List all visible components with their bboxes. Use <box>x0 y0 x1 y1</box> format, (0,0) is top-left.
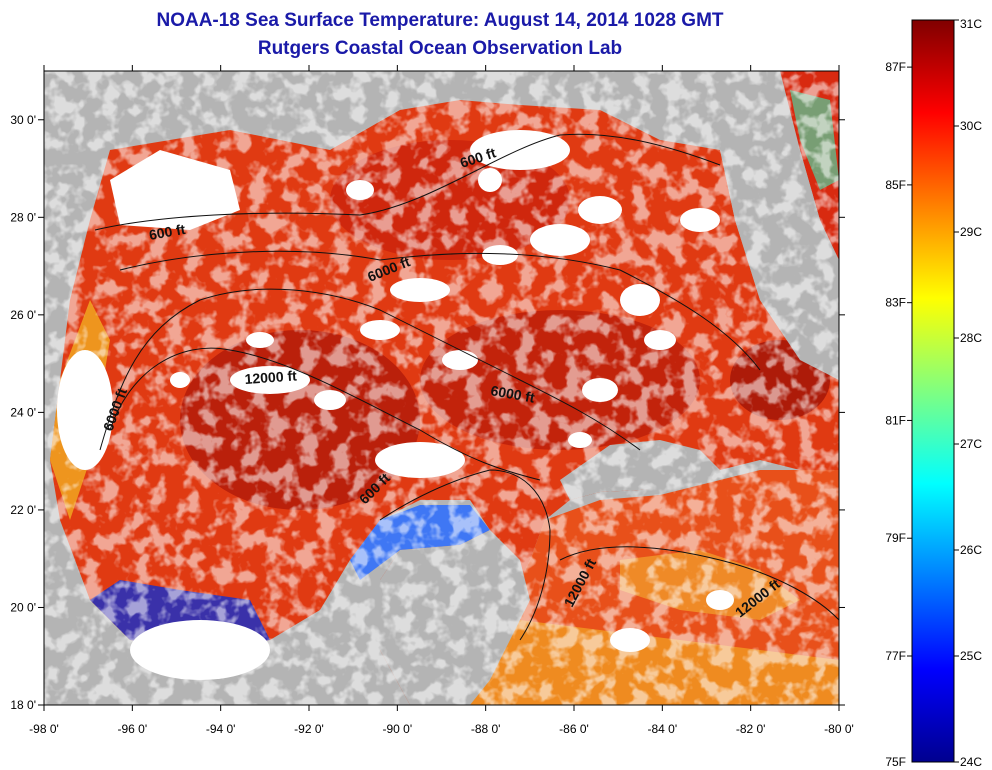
colorbar-celsius-label: 24C <box>960 755 982 769</box>
colorbar-fahrenheit-label: 83F <box>885 296 906 310</box>
longitude-tick-label: -94 0' <box>206 722 236 736</box>
colorbar-fahrenheit-label: 85F <box>885 178 906 192</box>
colorbar-celsius-label: 26C <box>960 543 982 557</box>
colorbar-fahrenheit-label: 75F <box>885 755 906 769</box>
longitude-tick-label: -80 0' <box>824 722 854 736</box>
colorbar-celsius-label: 27C <box>960 437 982 451</box>
map-subtitle: Rutgers Coastal Ocean Observation Lab <box>257 38 623 59</box>
longitude-tick-label: -98 0' <box>29 722 59 736</box>
colorbar-celsius-label: 30C <box>960 119 982 133</box>
colorbar-fahrenheit-label: 77F <box>885 649 906 663</box>
colorbar-fahrenheit-label: 87F <box>885 60 906 74</box>
longitude-tick-label: -84 0' <box>648 722 678 736</box>
latitude-axis: 18 0' 20 0' 22 0' 24 0' 26 0' 28 0' 30 0' <box>10 113 845 712</box>
bathymetry-contours <box>94 133 839 641</box>
longitude-axis: -98 0' -96 0' -94 0' -92 0' -90 0' -88 0' -86 … <box>29 65 854 736</box>
latitude-tick-label: 24 0' <box>10 405 36 419</box>
latitude-tick-label: 30 0' <box>10 113 36 127</box>
latitude-tick-label: 26 0' <box>10 308 36 322</box>
longitude-tick-label: -92 0' <box>294 722 324 736</box>
latitude-tick-label: 20 0' <box>10 600 36 614</box>
map-frame <box>43 70 840 706</box>
colorbar-celsius-label: 29C <box>960 225 982 239</box>
colorbar-fahrenheit-label: 79F <box>885 531 906 545</box>
longitude-tick-label: -90 0' <box>383 722 413 736</box>
latitude-tick-label: 18 0' <box>10 698 36 712</box>
colorbar-fahrenheit-label: 81F <box>885 413 906 427</box>
latitude-tick-label: 28 0' <box>10 210 36 224</box>
longitude-tick-label: -82 0' <box>736 722 766 736</box>
longitude-tick-label: -96 0' <box>118 722 148 736</box>
contour-label: 6000 ft <box>489 382 536 406</box>
colorbar-celsius-label: 31C <box>960 17 982 31</box>
colorbar <box>911 19 955 763</box>
latitude-tick-label: 22 0' <box>10 503 36 517</box>
colorbar-fahrenheit-labels: 87F 85F 83F 81F 79F 77F 75F <box>885 60 912 769</box>
longitude-tick-label: -88 0' <box>471 722 501 736</box>
colorbar-celsius-labels: 31C 30C 29C 28C 27C 26C 25C 24C <box>954 17 982 769</box>
contour-label: 600 ft <box>148 221 187 243</box>
contour-label: 12000 ft <box>244 367 297 387</box>
map-area: 600 ft 600 ft 6000 ft 12000 ft 6000 ft 6… <box>44 71 839 705</box>
map-title: NOAA-18 Sea Surface Temperature: August … <box>156 10 724 31</box>
longitude-tick-label: -86 0' <box>559 722 589 736</box>
colorbar-celsius-label: 25C <box>960 649 982 663</box>
colorbar-celsius-label: 28C <box>960 331 982 345</box>
